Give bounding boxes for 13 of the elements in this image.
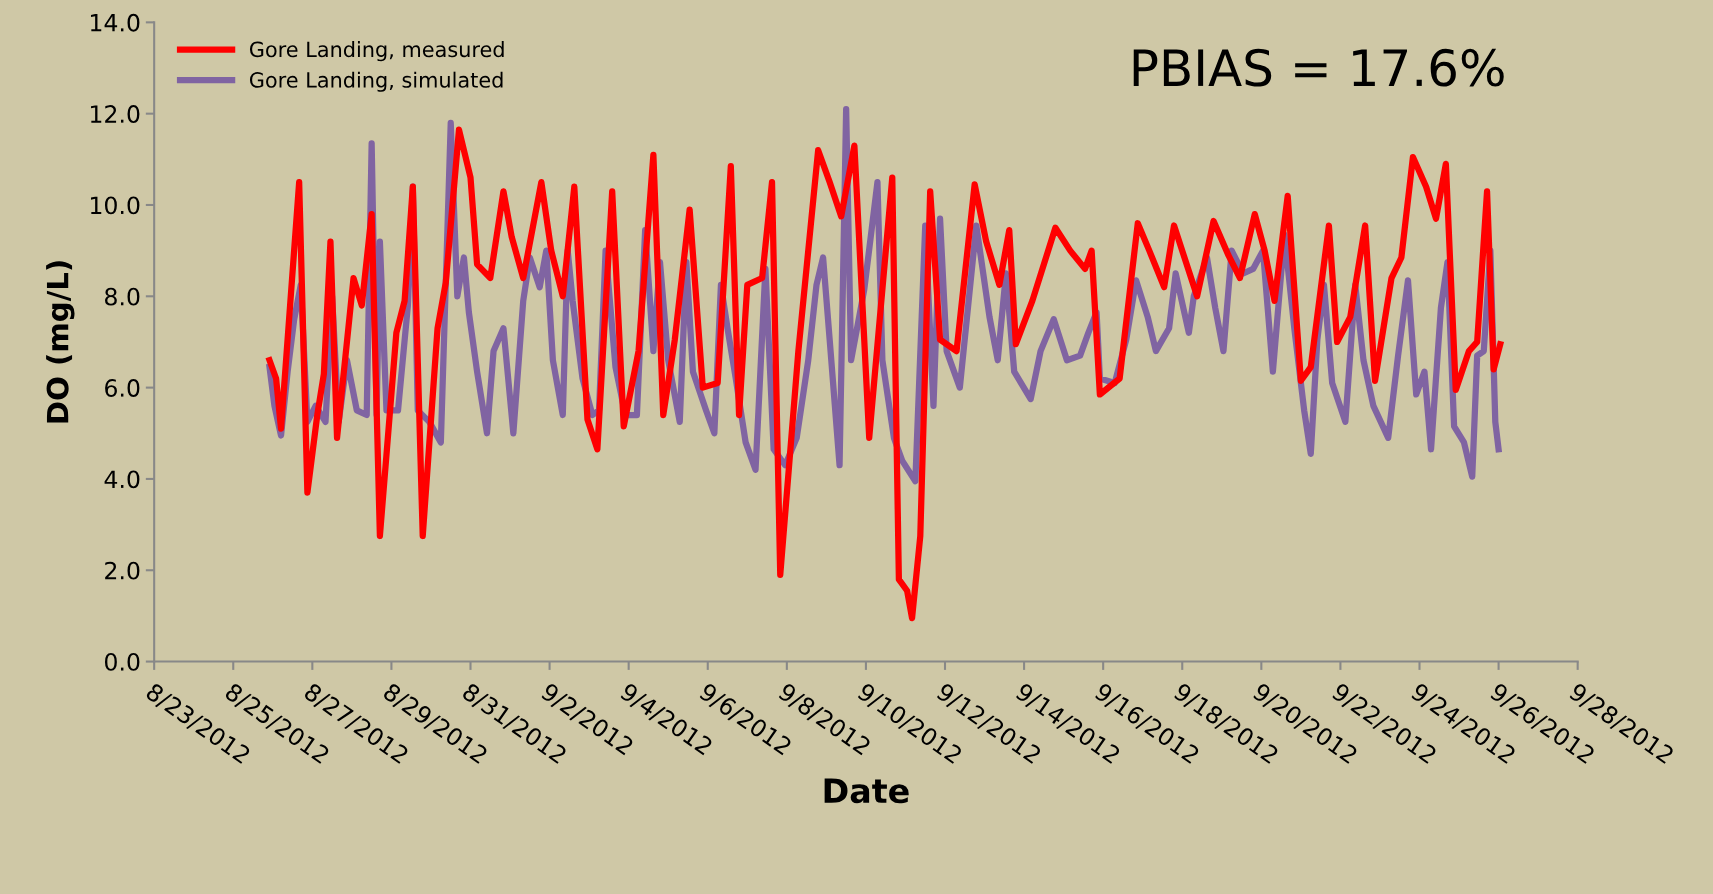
y-tick-label: 4.0: [104, 470, 140, 489]
y-tick-label: 12.0: [91, 105, 140, 123]
x-axis-title: Date: [824, 778, 909, 804]
legend-label: Gore Landing, measured: [249, 41, 504, 62]
annotation: PBIAS = 17.6%: [1133, 48, 1504, 87]
y-tick-label: 8.0: [105, 287, 140, 306]
y-tick-label: 2.0: [105, 561, 140, 580]
y-tick-label: 0.0: [104, 653, 140, 671]
y-tick-label: 6.0: [105, 379, 140, 397]
y-tick-label: 14.0: [91, 13, 140, 32]
legend-label: Gore Landing, simulated: [249, 71, 503, 92]
y-tick-label: 10.0: [91, 196, 140, 215]
y-axis-title: DO (mg/L): [46, 261, 75, 423]
